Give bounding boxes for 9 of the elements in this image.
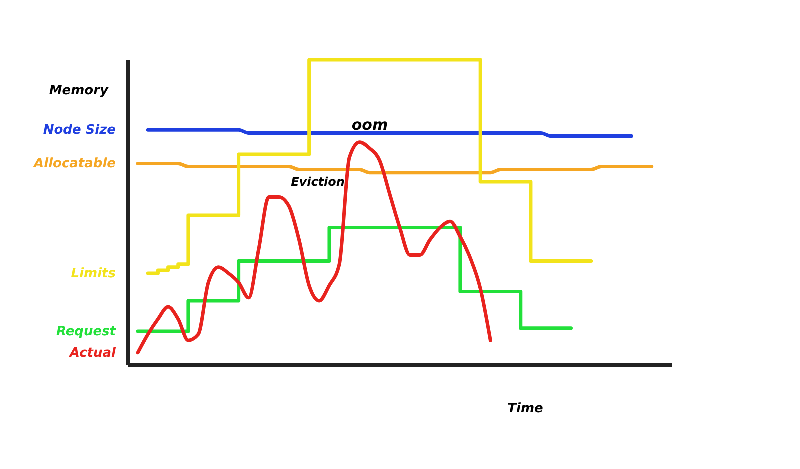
x-axis-title: Time: [508, 402, 544, 416]
text: Limits: [71, 266, 116, 282]
y-axis-title: Memory: [49, 84, 110, 98]
annotation: Eviction: [291, 175, 345, 189]
series-label: Actual: [68, 346, 117, 361]
annotation: oom: [352, 116, 388, 134]
series-label: Allocatable: [33, 156, 116, 172]
series-label: Request: [56, 324, 117, 340]
text: Node Size: [43, 123, 116, 138]
